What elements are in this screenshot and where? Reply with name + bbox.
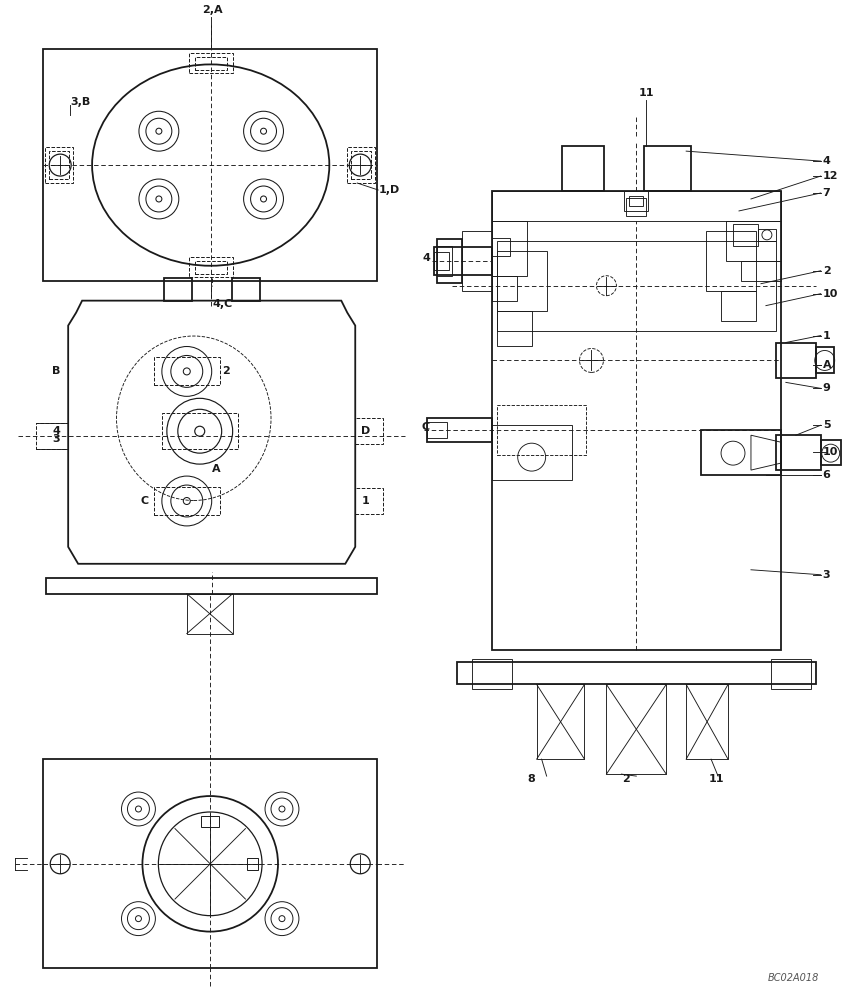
Text: BC02A018: BC02A018 [767, 973, 819, 983]
Bar [434, 252, 449, 270]
Text: 12: 12 [823, 171, 838, 181]
Bar [497, 251, 547, 311]
Bar [537, 684, 585, 759]
Text: 1,D: 1,D [379, 185, 401, 195]
Text: D: D [361, 426, 371, 436]
Text: B: B [52, 366, 60, 376]
Text: 3: 3 [52, 434, 60, 444]
Bar [492, 425, 572, 480]
Bar [492, 191, 781, 221]
Bar [437, 246, 452, 276]
Text: 4: 4 [52, 426, 60, 436]
Bar [497, 405, 587, 455]
Bar [686, 684, 728, 759]
Text: 4: 4 [422, 253, 430, 263]
Bar [726, 221, 781, 261]
Text: 8: 8 [528, 774, 536, 784]
Bar [43, 759, 378, 968]
Bar [247, 858, 258, 870]
Bar [164, 278, 192, 301]
Bar [162, 413, 237, 449]
Bar [46, 147, 73, 183]
Bar [46, 578, 378, 594]
Bar [820, 440, 841, 465]
Bar [741, 261, 781, 281]
Text: 11: 11 [709, 774, 724, 784]
Bar [462, 231, 492, 291]
Text: 9: 9 [823, 383, 831, 393]
Bar [201, 816, 219, 827]
Bar [492, 221, 526, 276]
Bar [472, 659, 512, 689]
Bar [706, 231, 756, 291]
Bar [492, 191, 781, 650]
Text: 2,A: 2,A [202, 5, 223, 15]
Text: 2: 2 [623, 774, 630, 784]
Bar [437, 239, 462, 283]
Bar [492, 238, 510, 256]
Bar [427, 418, 492, 442]
Bar [758, 229, 776, 241]
Bar [427, 422, 447, 438]
Bar [231, 278, 260, 301]
Bar [816, 347, 833, 373]
Text: 7: 7 [823, 188, 831, 198]
Bar [624, 191, 648, 211]
Bar [187, 594, 233, 634]
Bar [626, 198, 647, 216]
Bar [497, 241, 776, 331]
Bar [194, 261, 227, 274]
Bar [497, 311, 531, 346]
Bar [154, 487, 219, 515]
Text: 4: 4 [823, 156, 831, 166]
Bar [457, 662, 816, 684]
Text: A: A [212, 464, 220, 474]
Bar [733, 224, 758, 246]
Bar [194, 57, 227, 70]
Bar [701, 430, 781, 475]
Text: 6: 6 [823, 470, 831, 480]
Bar [355, 418, 384, 444]
Bar [492, 276, 517, 301]
Bar [630, 196, 643, 206]
Bar [347, 147, 375, 183]
Bar [355, 488, 384, 514]
Text: C: C [422, 422, 430, 432]
Text: 10: 10 [823, 447, 838, 457]
Text: 2: 2 [222, 366, 230, 376]
Bar [562, 146, 605, 191]
Bar [644, 146, 691, 191]
Text: 5: 5 [823, 420, 831, 430]
Bar [434, 247, 492, 275]
Text: 1: 1 [361, 496, 369, 506]
Bar [721, 291, 756, 321]
Bar [154, 357, 219, 385]
Text: 2: 2 [823, 266, 831, 276]
Bar [776, 435, 820, 470]
Text: 4,C: 4,C [212, 299, 233, 309]
Text: A: A [823, 360, 832, 370]
Bar [43, 49, 378, 281]
Bar [776, 343, 816, 378]
Text: 10: 10 [823, 289, 838, 299]
Bar [606, 684, 666, 774]
Bar [771, 659, 811, 689]
Text: C: C [141, 496, 149, 506]
Bar [351, 151, 372, 179]
Text: 3: 3 [823, 570, 831, 580]
Text: 3,B: 3,B [71, 97, 90, 107]
Bar [189, 53, 233, 73]
Text: 1: 1 [823, 331, 831, 341]
Bar [189, 257, 233, 277]
Bar [36, 423, 68, 449]
Text: 11: 11 [638, 88, 654, 98]
Bar [49, 151, 69, 179]
